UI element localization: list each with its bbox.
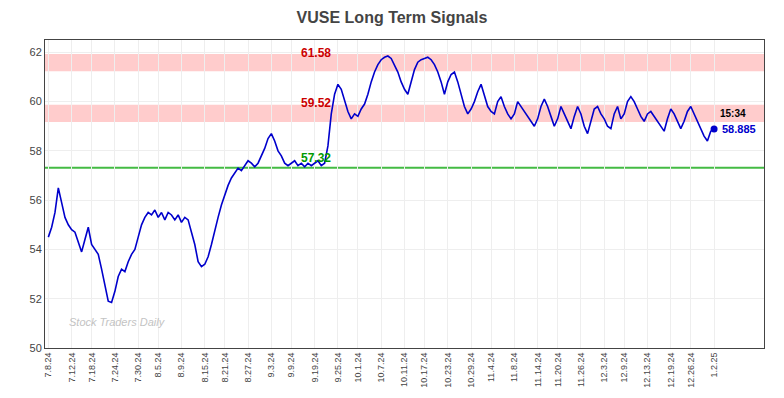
svg-text:7.8.24: 7.8.24 — [43, 353, 53, 378]
svg-text:9.9.24: 9.9.24 — [286, 353, 296, 378]
svg-text:7.24.24: 7.24.24 — [110, 353, 120, 383]
svg-text:10.17.24: 10.17.24 — [419, 353, 429, 388]
svg-text:7.18.24: 7.18.24 — [87, 353, 97, 383]
svg-text:57.32: 57.32 — [301, 151, 331, 165]
svg-text:10.7.24: 10.7.24 — [376, 353, 386, 383]
svg-text:8.9.24: 8.9.24 — [176, 353, 186, 378]
svg-text:8.5.24: 8.5.24 — [153, 353, 163, 378]
svg-text:Stock Traders Daily: Stock Traders Daily — [69, 316, 166, 328]
svg-text:10.1.24: 10.1.24 — [353, 353, 363, 383]
svg-text:11.20.24: 11.20.24 — [553, 353, 563, 387]
svg-text:62: 62 — [30, 46, 42, 58]
svg-text:VUSE Long Term Signals: VUSE Long Term Signals — [297, 9, 488, 26]
svg-text:50: 50 — [30, 342, 42, 354]
svg-text:8.15.24: 8.15.24 — [200, 353, 210, 383]
svg-text:7.30.24: 7.30.24 — [133, 353, 143, 383]
svg-text:1.2.25: 1.2.25 — [709, 353, 719, 378]
svg-text:11.14.24: 11.14.24 — [533, 353, 543, 387]
svg-text:11.26.24: 11.26.24 — [576, 353, 586, 387]
svg-text:11.8.24: 11.8.24 — [509, 353, 519, 382]
svg-text:12.3.24: 12.3.24 — [599, 353, 609, 383]
svg-text:10.11.24: 10.11.24 — [399, 353, 409, 387]
svg-text:58.885: 58.885 — [722, 123, 756, 135]
svg-text:12.9.24: 12.9.24 — [619, 353, 629, 383]
svg-text:12.13.24: 12.13.24 — [642, 353, 652, 388]
svg-text:12.19.24: 12.19.24 — [666, 353, 676, 388]
svg-text:9.3.24: 9.3.24 — [266, 353, 276, 378]
svg-text:12.26.24: 12.26.24 — [686, 353, 696, 388]
svg-text:52: 52 — [30, 293, 42, 305]
svg-text:8.21.24: 8.21.24 — [220, 353, 230, 383]
svg-text:9.19.24: 9.19.24 — [310, 353, 320, 383]
svg-text:60: 60 — [30, 95, 42, 107]
svg-text:56: 56 — [30, 194, 42, 206]
svg-text:15:34: 15:34 — [720, 108, 746, 119]
svg-text:59.52: 59.52 — [301, 96, 331, 110]
svg-text:61.58: 61.58 — [301, 46, 331, 60]
svg-text:11.4.24: 11.4.24 — [486, 353, 496, 382]
svg-text:58: 58 — [30, 145, 42, 157]
svg-text:7.12.24: 7.12.24 — [67, 353, 77, 383]
svg-text:8.27.24: 8.27.24 — [243, 353, 253, 383]
svg-text:54: 54 — [30, 243, 42, 255]
svg-text:10.23.24: 10.23.24 — [443, 353, 453, 388]
svg-text:10.29.24: 10.29.24 — [466, 353, 476, 388]
svg-text:9.25.24: 9.25.24 — [333, 353, 343, 383]
